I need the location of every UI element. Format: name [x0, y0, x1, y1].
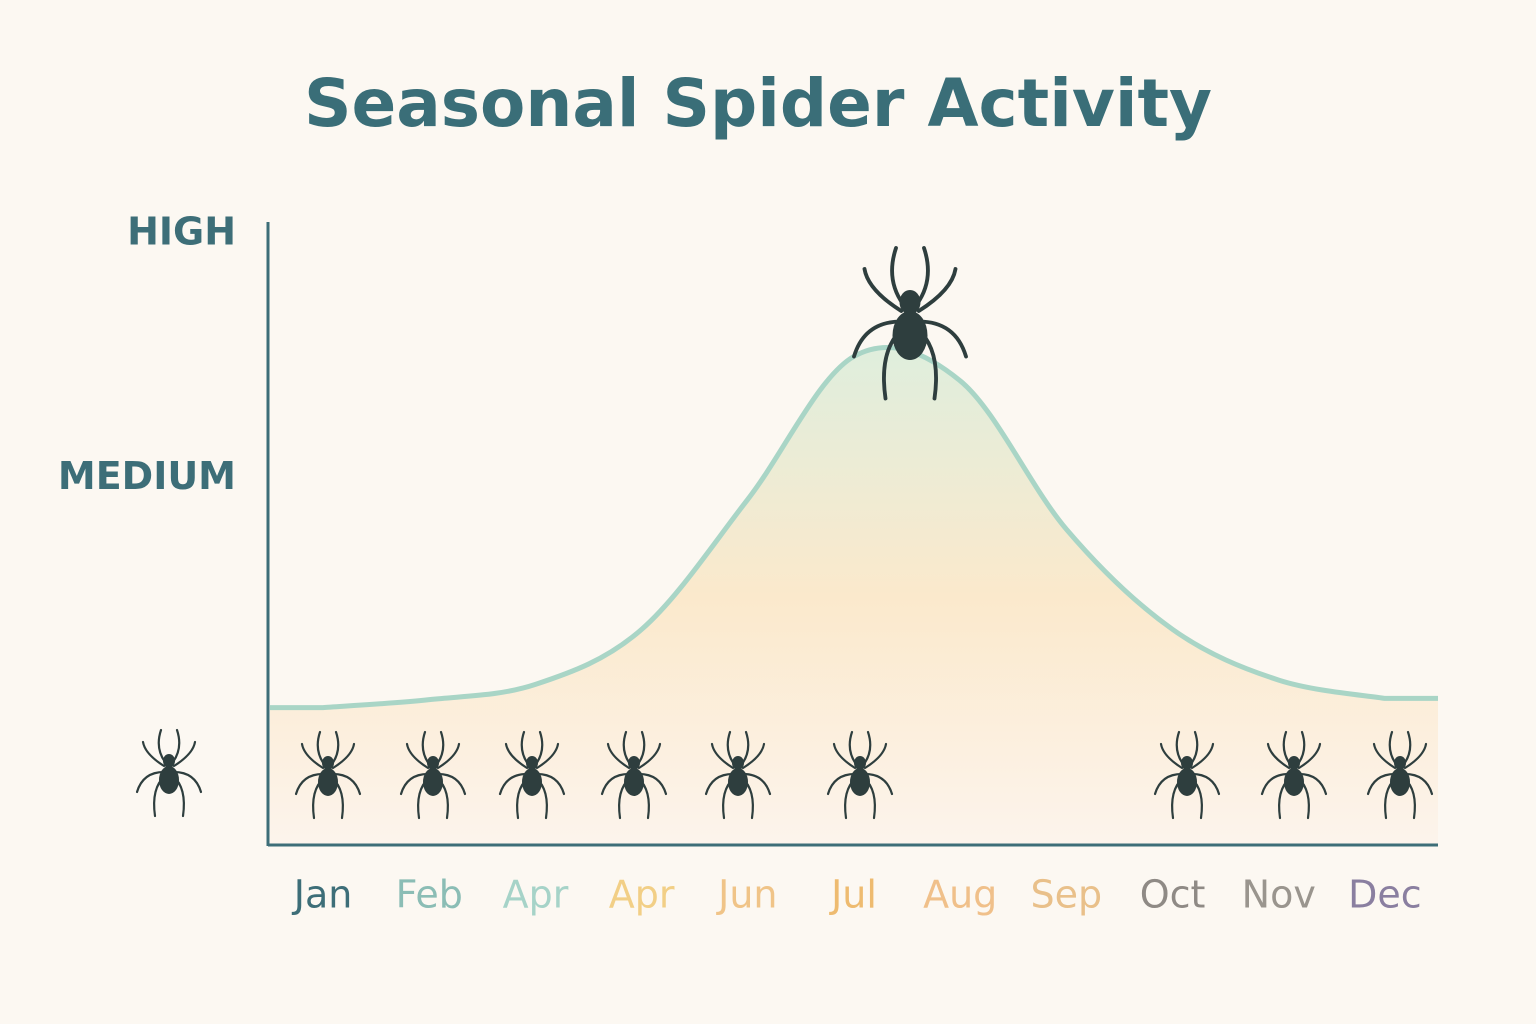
x-tick-label: Apr: [503, 873, 569, 917]
y-tick-label: HIGH: [127, 210, 236, 254]
x-tick-label: Jun: [716, 873, 777, 917]
x-tick-label: Apr: [609, 873, 675, 917]
chart-title: Seasonal Spider Activity: [304, 65, 1212, 142]
x-tick-label: Feb: [396, 873, 463, 917]
x-tick-label: Nov: [1242, 873, 1316, 917]
x-tick-label: Sep: [1031, 873, 1103, 917]
x-tick-label: Oct: [1140, 873, 1206, 917]
plot-area: [270, 345, 1438, 845]
x-tick-label: Aug: [923, 873, 997, 917]
x-tick-label: Jan: [292, 873, 353, 917]
x-tick-label: Dec: [1348, 873, 1422, 917]
x-tick-label: Jul: [829, 873, 877, 917]
y-tick-label: MEDIUM: [58, 454, 236, 498]
area-fill: [270, 347, 1438, 845]
